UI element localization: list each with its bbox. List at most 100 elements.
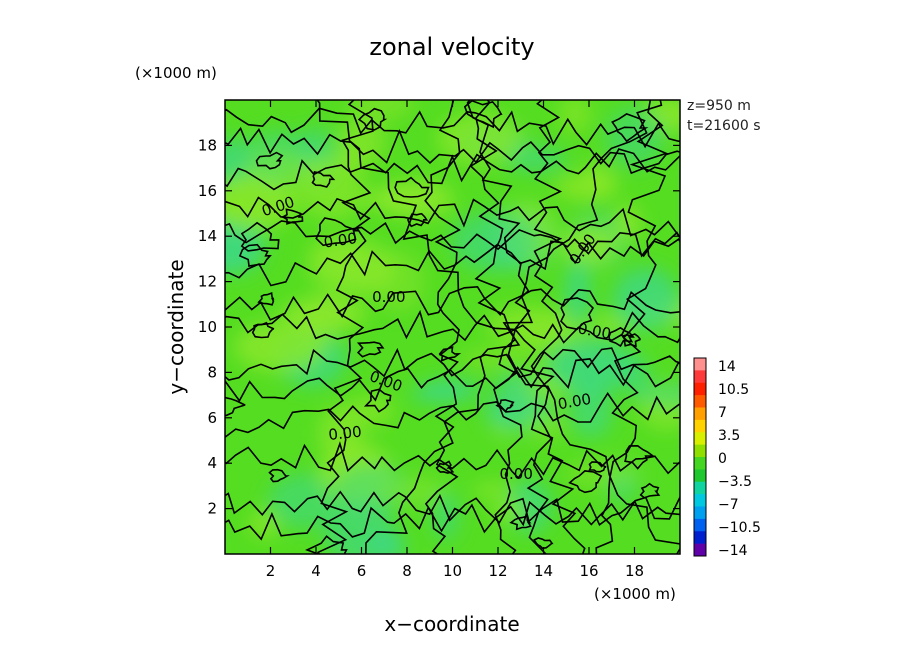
zero-contour-loop [268,468,290,483]
field-patch [604,106,665,168]
y-tick-label: 18 [198,136,217,154]
y-tick-label: 2 [207,500,217,518]
colorbar-swatch [694,457,706,470]
field-patch [545,339,636,394]
zero-contour-loop [281,208,304,225]
colorbar-swatch [694,518,706,532]
zero-contour-loop [357,107,388,131]
zero-contour-loop [363,388,392,413]
colorbar-swatch [694,370,706,384]
contour-label: 0.00 [328,423,363,444]
colorbar-swatch [694,481,706,495]
colorbar-level-label: −14 [718,543,748,559]
field-patch [234,321,324,372]
zero-contour-loop [251,321,275,339]
zero-contour [225,196,680,239]
contour-labels: 0.000.000.000.000.000.000.000.000.00 [259,193,612,483]
colorbar-frame [693,357,707,557]
y-tick-label: 4 [207,454,217,472]
x-tick-label: 12 [488,562,507,580]
colorbar-swatch [694,469,706,483]
zero-contour-loop [315,217,359,247]
colorbar-level-label: 0 [718,451,727,467]
zero-contour-loop [639,482,661,499]
x-tick-label: 6 [357,562,367,580]
x-axis-unit: (×1000 m) [594,585,676,603]
y-axis-unit: (×1000 m) [135,64,217,82]
field-patch [614,204,642,241]
field-patch [637,383,680,406]
colorbar-level-label: 10.5 [718,382,749,398]
contour-label: 0.00 [556,390,592,414]
field-patch [491,502,528,521]
zero-contour [526,100,563,554]
zero-contour-loop [533,537,554,550]
contour-label: 0.00 [372,288,405,306]
field-patch [612,267,680,331]
zero-contour-loop [225,396,246,417]
field-patch [569,384,613,439]
zero-contour-loop [394,176,430,198]
contour-label: 0.00 [499,465,532,483]
x-tick-label: 10 [443,562,462,580]
y-axis-label: y−coordinate [164,259,188,394]
y-tick-label: 12 [198,273,217,291]
field-patch [558,100,592,134]
colorbar-level-label: −7 [718,497,739,513]
zero-contour-loop [238,243,272,268]
field-patch [459,348,529,369]
contour-label: 0.00 [576,319,612,343]
zero-contour [225,490,680,527]
colorbar-level-label: 3.5 [718,428,740,444]
zero-contour-loop [588,461,607,473]
x-tick-label: 4 [311,562,321,580]
zero-contour [225,148,680,191]
colorbar-level-label: 14 [718,359,736,375]
colorbar-swatch [694,382,706,396]
y-tick-label: 14 [198,227,217,245]
field-patch [493,372,539,394]
colorbar-swatch [694,494,706,507]
colorbar-level-label: −10.5 [718,520,761,536]
colorbar-swatch [694,506,706,520]
field-patch [471,482,517,499]
field-patch [564,260,592,324]
field-patch [580,162,616,195]
field-patch [410,384,471,403]
y-tick-label: 6 [207,409,217,427]
x-tick-label: 16 [579,562,598,580]
x-tick-label: 2 [266,562,276,580]
y-tick-label: 16 [198,182,217,200]
zero-contour [225,347,680,381]
field-patch [485,306,572,345]
x-tick-label: 18 [625,562,644,580]
x-axis-label: x−coordinate [384,612,519,636]
zero-contour-loop [356,341,385,358]
colorbar-swatch [694,444,706,458]
zero-contour-loop [257,292,275,306]
zero-contour [469,100,523,554]
field-patch [564,460,641,488]
zero-contour-loop [495,399,515,413]
x-tick-label: 14 [534,562,553,580]
zero-contour-loop [611,113,649,143]
colorbar-swatch [694,358,706,371]
field-patch [431,491,460,541]
zero-contour [424,100,461,554]
colorbar-swatch [694,407,706,421]
y-axis-ticks: 2 4 6 8 10 12 14 16 18 [198,136,680,518]
zero-contour [365,100,663,554]
zero-contour [225,285,680,321]
zero-contour [225,309,680,344]
contour-label: 0.00 [323,229,359,251]
field-patch [507,479,552,534]
zero-contour-loop [435,460,455,474]
colorbar-swatch [694,543,706,557]
colorbar-swatch [694,395,706,408]
x-tick-label: 8 [402,562,412,580]
zero-contour-loop [406,212,429,228]
zero-contour-loop [509,515,532,531]
zero-contour [225,220,680,258]
zero-contour [225,107,680,149]
